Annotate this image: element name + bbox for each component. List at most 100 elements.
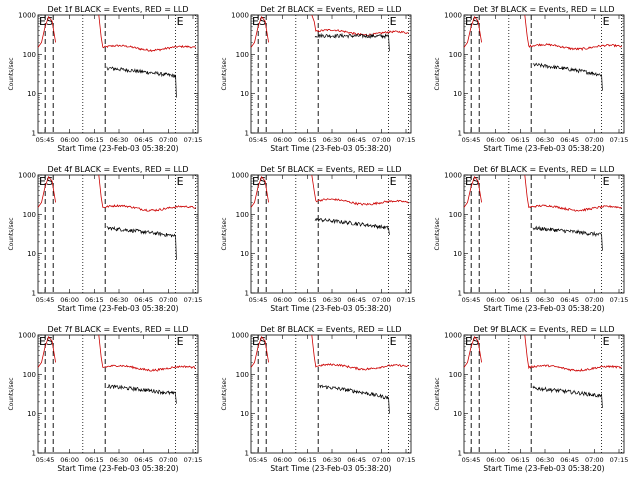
y-tick-label: 1000 [231, 172, 249, 180]
x-tick-label: 05:45 [36, 136, 55, 144]
x-tick-label: 07:15 [184, 456, 203, 464]
panel-det-3: Det 3f BLACK = Events, RED = LLD Start Ti… [434, 5, 628, 153]
x-tick-label: 06:45 [560, 136, 579, 144]
panel-det-8: Det 8f BLACK = Events, RED = LLD Start Ti… [221, 325, 415, 473]
panel-title: Det 2f BLACK = Events, RED = LLD [260, 5, 401, 14]
y-tick-label: 1000 [231, 332, 249, 340]
red-lld-series [37, 335, 56, 368]
y-tick-label: 1 [458, 130, 462, 138]
marker-letter: S [46, 175, 53, 188]
black-events-series [106, 225, 177, 260]
red-lld-series [463, 335, 482, 368]
x-tick-label: 06:30 [110, 456, 129, 464]
y-tick-label: 100 [23, 211, 36, 219]
plot-frame [37, 14, 199, 134]
marker-letter: E [465, 335, 472, 348]
x-tick-label: 06:15 [511, 456, 530, 464]
x-tick-label: 06:45 [347, 136, 366, 144]
black-events-series [314, 32, 390, 52]
black-events-series [319, 384, 390, 414]
x-tick-label: 06:45 [134, 296, 153, 304]
y-tick-label: 1 [245, 450, 249, 458]
x-axis-label: Start Time (23-Feb-03 05:38:20) [270, 464, 391, 473]
y-tick-label: 10 [27, 410, 36, 418]
x-tick-label: 07:00 [585, 296, 604, 304]
x-tick-label: 06:15 [298, 456, 317, 464]
red-lld-series [524, 174, 622, 212]
x-tick-label: 06:15 [298, 296, 317, 304]
y-tick-label: 100 [449, 371, 462, 379]
plot-frame [463, 334, 625, 454]
y-tick-label: 1000 [231, 12, 249, 20]
y-axis-label: Counts/sec [221, 377, 228, 410]
x-tick-label: 06:15 [85, 136, 104, 144]
plot-frame [250, 14, 412, 134]
red-lld-series [311, 334, 409, 371]
x-tick-label: 05:45 [249, 136, 268, 144]
x-tick-label: 05:45 [462, 136, 481, 144]
x-axis-label: Start Time (23-Feb-03 05:38:20) [57, 304, 178, 313]
red-lld-series [98, 174, 196, 212]
y-tick-label: 1 [458, 290, 462, 298]
marker-letter: S [472, 175, 479, 188]
y-tick-label: 1000 [18, 332, 36, 340]
x-tick-label: 07:15 [184, 296, 203, 304]
marker-letter: S [46, 15, 53, 28]
x-tick-label: 06:15 [85, 456, 104, 464]
y-axis-label: Counts/sec [8, 377, 15, 410]
red-lld-series [311, 174, 409, 206]
x-tick-label: 06:00 [60, 296, 79, 304]
panel-title: Det 4f BLACK = Events, RED = LLD [47, 165, 188, 174]
x-tick-label: 07:00 [585, 456, 604, 464]
y-tick-label: 10 [453, 250, 462, 258]
x-tick-label: 06:30 [110, 136, 129, 144]
x-tick-label: 06:00 [273, 136, 292, 144]
x-axis-label: Start Time (23-Feb-03 05:38:20) [483, 464, 604, 473]
y-tick-label: 1000 [444, 172, 462, 180]
x-tick-label: 06:30 [536, 456, 555, 464]
x-tick-label: 06:00 [273, 456, 292, 464]
x-tick-label: 06:00 [273, 296, 292, 304]
marker-letter: E [39, 15, 46, 28]
x-tick-label: 06:15 [298, 136, 317, 144]
x-axis-label: Start Time (23-Feb-03 05:38:20) [483, 304, 604, 313]
x-tick-label: 06:00 [486, 136, 505, 144]
panel-det-6: Det 6f BLACK = Events, RED = LLD Start Ti… [434, 165, 628, 313]
y-axis-label: Counts/sec [8, 217, 15, 250]
black-events-series [106, 66, 177, 98]
x-tick-label: 06:15 [85, 296, 104, 304]
y-tick-label: 1 [32, 450, 36, 458]
y-tick-label: 100 [236, 371, 249, 379]
red-lld-series [98, 334, 196, 372]
x-tick-label: 06:15 [511, 296, 530, 304]
x-axis-label: Start Time (23-Feb-03 05:38:20) [57, 144, 178, 153]
marker-letter: E [252, 335, 259, 348]
y-tick-label: 1000 [18, 172, 36, 180]
x-tick-label: 06:00 [486, 296, 505, 304]
x-tick-label: 06:45 [560, 296, 579, 304]
marker-letter: E [177, 15, 184, 28]
red-lld-series [37, 175, 56, 208]
x-tick-label: 06:45 [134, 136, 153, 144]
x-tick-label: 07:15 [397, 136, 416, 144]
x-tick-label: 06:30 [323, 296, 342, 304]
y-axis-label: Counts/sec [221, 57, 228, 90]
black-events-series [532, 225, 603, 251]
panel-det-5: Det 5f BLACK = Events, RED = LLD Start Ti… [221, 165, 415, 313]
y-tick-label: 1 [245, 290, 249, 298]
panel-title: Det 7f BLACK = Events, RED = LLD [47, 325, 188, 334]
marker-letter: E [465, 175, 472, 188]
x-axis-label: Start Time (23-Feb-03 05:38:20) [483, 144, 604, 153]
x-tick-label: 07:00 [372, 136, 391, 144]
panel-title: Det 6f BLACK = Events, RED = LLD [473, 165, 614, 174]
black-events-series [532, 385, 603, 408]
plot-frame [37, 334, 199, 454]
plot-frame [463, 14, 625, 134]
x-tick-label: 06:45 [347, 456, 366, 464]
panel-title: Det 5f BLACK = Events, RED = LLD [260, 165, 401, 174]
marker-letter: E [390, 335, 397, 348]
y-tick-label: 10 [453, 410, 462, 418]
y-axis-label: Counts/sec [8, 57, 15, 90]
panel-det-9: Det 9f BLACK = Events, RED = LLD Start Ti… [434, 325, 628, 473]
